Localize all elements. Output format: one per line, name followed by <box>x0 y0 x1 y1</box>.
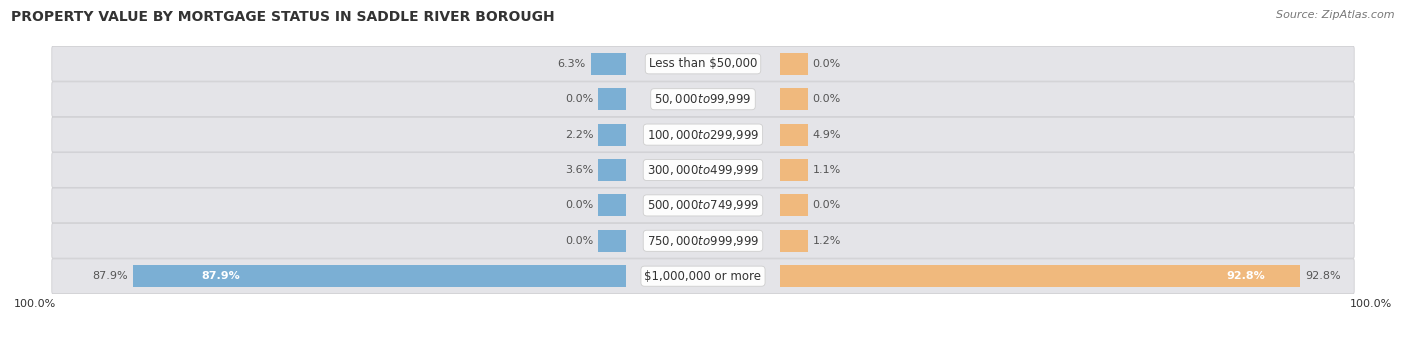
Text: 2.2%: 2.2% <box>565 130 593 140</box>
Bar <box>779 124 807 146</box>
Bar <box>779 230 807 252</box>
Text: 1.1%: 1.1% <box>813 165 841 175</box>
Bar <box>599 159 627 181</box>
Bar <box>779 194 807 216</box>
Text: $1,000,000 or more: $1,000,000 or more <box>644 270 762 283</box>
Bar <box>779 159 807 181</box>
FancyBboxPatch shape <box>52 153 1354 187</box>
Text: $750,000 to $999,999: $750,000 to $999,999 <box>647 234 759 248</box>
Text: 92.8%: 92.8% <box>1306 271 1341 281</box>
Text: 100.0%: 100.0% <box>1350 299 1392 309</box>
Text: 0.0%: 0.0% <box>565 236 593 246</box>
Bar <box>599 124 627 146</box>
Text: PROPERTY VALUE BY MORTGAGE STATUS IN SADDLE RIVER BOROUGH: PROPERTY VALUE BY MORTGAGE STATUS IN SAD… <box>11 10 555 24</box>
Text: 92.8%: 92.8% <box>1226 271 1265 281</box>
FancyBboxPatch shape <box>52 47 1354 81</box>
Text: 0.0%: 0.0% <box>813 200 841 210</box>
Text: Source: ZipAtlas.com: Source: ZipAtlas.com <box>1277 10 1395 20</box>
Text: $500,000 to $749,999: $500,000 to $749,999 <box>647 199 759 212</box>
Bar <box>779 88 807 110</box>
Bar <box>134 265 627 287</box>
Text: 6.3%: 6.3% <box>558 59 586 69</box>
Text: 0.0%: 0.0% <box>813 59 841 69</box>
FancyBboxPatch shape <box>52 188 1354 223</box>
Text: Less than $50,000: Less than $50,000 <box>648 57 758 70</box>
FancyBboxPatch shape <box>52 117 1354 152</box>
Text: 100.0%: 100.0% <box>14 299 56 309</box>
Text: $50,000 to $99,999: $50,000 to $99,999 <box>654 92 752 106</box>
Text: 0.0%: 0.0% <box>565 94 593 104</box>
Text: 4.9%: 4.9% <box>813 130 841 140</box>
FancyBboxPatch shape <box>52 82 1354 117</box>
Bar <box>779 53 807 75</box>
Bar <box>599 88 627 110</box>
Text: 87.9%: 87.9% <box>93 271 128 281</box>
FancyBboxPatch shape <box>52 259 1354 293</box>
Bar <box>599 230 627 252</box>
Text: 0.0%: 0.0% <box>565 200 593 210</box>
Text: 0.0%: 0.0% <box>813 94 841 104</box>
Text: 3.6%: 3.6% <box>565 165 593 175</box>
Bar <box>599 194 627 216</box>
Text: $100,000 to $299,999: $100,000 to $299,999 <box>647 128 759 141</box>
Text: 1.2%: 1.2% <box>813 236 841 246</box>
Bar <box>591 53 627 75</box>
FancyBboxPatch shape <box>52 223 1354 258</box>
Text: 87.9%: 87.9% <box>201 271 240 281</box>
Bar <box>779 265 1301 287</box>
Text: $300,000 to $499,999: $300,000 to $499,999 <box>647 163 759 177</box>
